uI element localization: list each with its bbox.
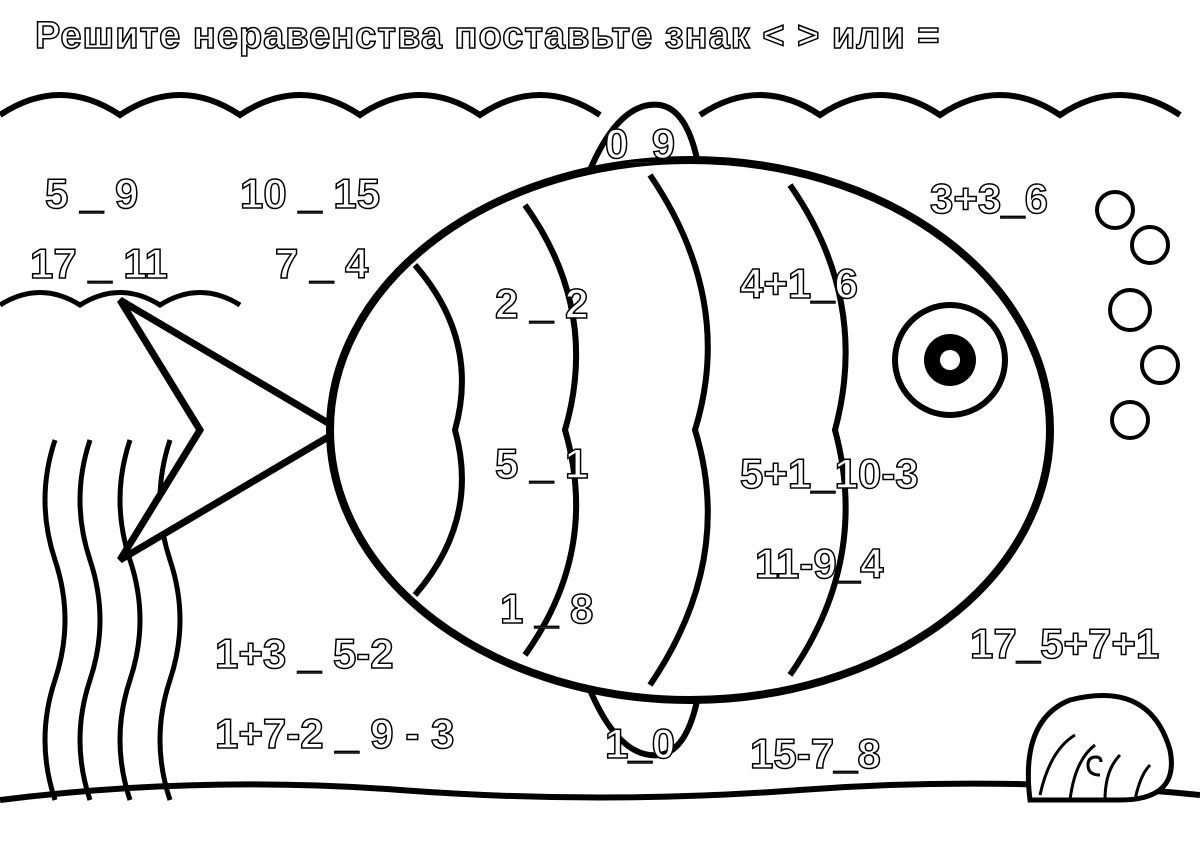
shell xyxy=(1028,696,1171,800)
seaweed-strand xyxy=(45,440,65,800)
bubble xyxy=(1142,347,1178,383)
seaweed-strand xyxy=(80,440,100,800)
math-problem: 17_5+7+1 xyxy=(970,620,1159,668)
math-problem: 10 _ 15 xyxy=(240,170,380,218)
math-problem: 15-7_8 xyxy=(750,730,881,778)
math-problem: 1+3 _ 5-2 xyxy=(215,630,394,678)
math-problem: 11-9_4 xyxy=(755,540,883,588)
underwater-scene xyxy=(0,0,1200,857)
math-problem: 3+3_6 xyxy=(930,175,1048,223)
math-problem: 1_0 xyxy=(605,720,675,768)
bubble xyxy=(1110,290,1150,330)
waves-top xyxy=(0,95,1180,115)
shell-outer xyxy=(1028,696,1171,800)
math-problem: 4+1_6 xyxy=(740,260,858,308)
fish-eye-dot xyxy=(940,350,960,370)
math-problem: 0_9 xyxy=(605,120,675,168)
bubbles xyxy=(1097,192,1178,438)
math-problem: 2 _ 2 xyxy=(495,280,588,328)
bubble xyxy=(1132,227,1168,263)
math-problem: 1+7-2 _ 9 - 3 xyxy=(215,710,454,758)
seaweed-strand xyxy=(120,440,140,800)
bubble xyxy=(1097,192,1133,228)
math-problem: 5 _ 9 xyxy=(45,170,138,218)
math-problem: 5 _ 1 xyxy=(495,440,588,488)
math-problem: 17 _ 11 xyxy=(30,240,168,288)
fish-body xyxy=(330,160,1050,700)
math-problem: 1 _ 8 xyxy=(500,585,593,633)
bubble xyxy=(1112,402,1148,438)
math-problem: 7 _ 4 xyxy=(275,240,368,288)
fish-tail xyxy=(120,300,340,560)
page-title: Решите неравенства поставьте знак < > ил… xyxy=(35,15,940,58)
seabed xyxy=(0,784,1200,800)
math-problem: 5+1_10-3 xyxy=(740,450,919,498)
